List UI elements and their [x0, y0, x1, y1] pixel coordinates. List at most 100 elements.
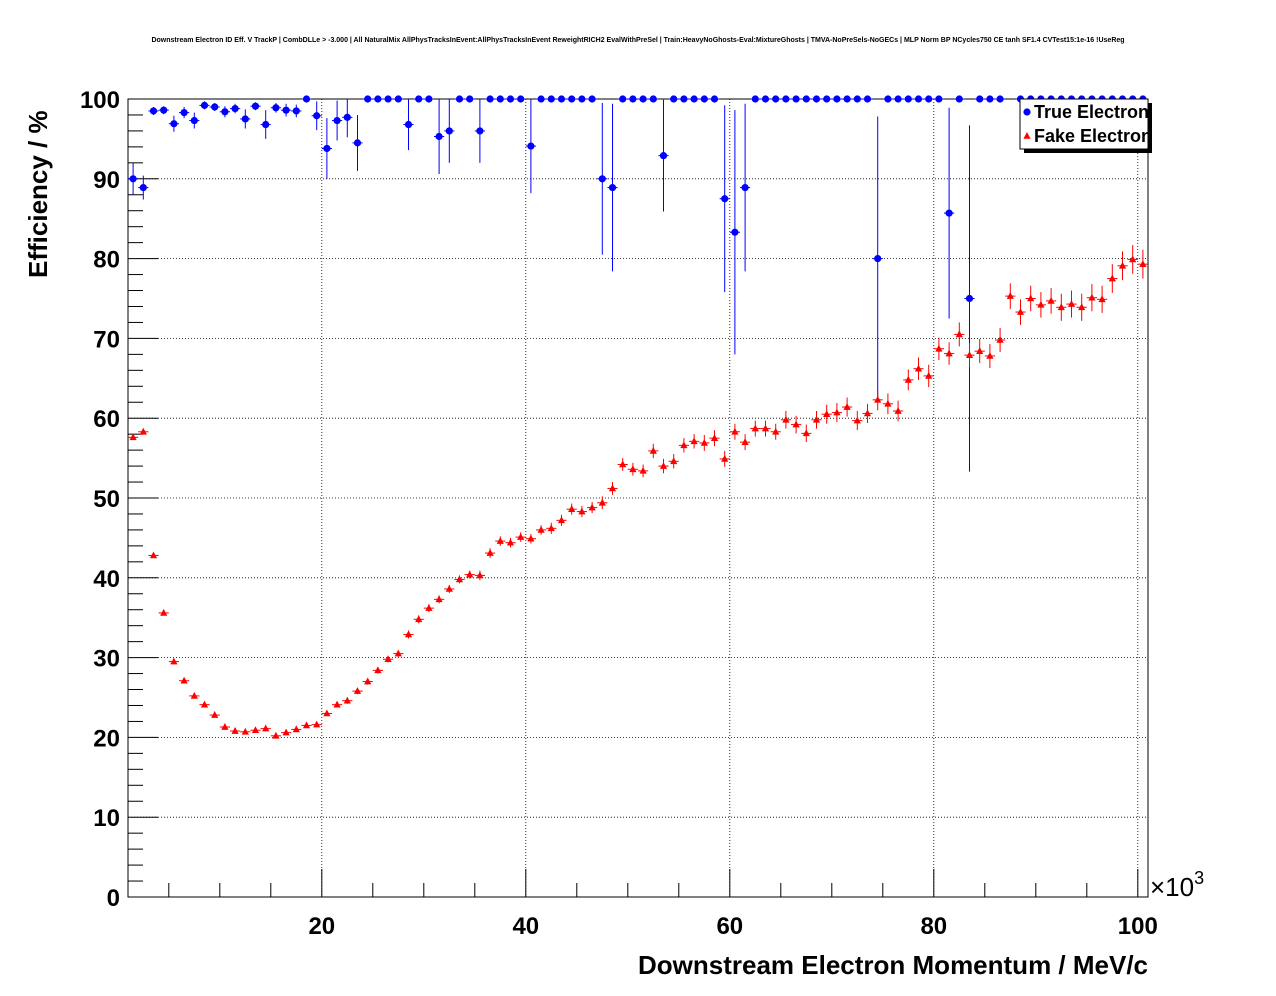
x-axis-label: Downstream Electron Momentum / MeV/c	[638, 950, 1148, 980]
data-point	[404, 630, 413, 638]
data-point	[211, 711, 219, 718]
data-point	[221, 108, 229, 116]
data-point	[1027, 294, 1035, 302]
data-point	[272, 731, 280, 739]
data-point	[619, 95, 627, 103]
data-point	[353, 687, 362, 694]
data-point	[486, 549, 494, 556]
data-point	[476, 127, 484, 135]
data-point	[455, 95, 464, 103]
data-point	[200, 101, 209, 109]
data-point	[364, 95, 372, 103]
data-point	[894, 95, 902, 103]
data-point	[1057, 303, 1065, 311]
data-point	[149, 551, 158, 559]
data-point	[374, 666, 382, 674]
data-point	[731, 427, 739, 435]
data-point	[680, 95, 688, 103]
y-tick-label: 80	[93, 247, 120, 274]
data-point	[700, 95, 708, 103]
data-point	[914, 95, 923, 103]
data-point	[170, 120, 178, 128]
data-point	[333, 700, 341, 708]
data-point	[680, 441, 688, 449]
x-tick-label: 40	[512, 913, 539, 940]
data-point	[506, 95, 515, 103]
data-point	[690, 437, 698, 445]
data-point	[568, 95, 576, 103]
data-point	[976, 95, 984, 103]
data-point	[1078, 303, 1086, 311]
data-point	[996, 335, 1004, 343]
data-point	[792, 95, 800, 103]
y-tick-label: 50	[93, 486, 120, 513]
data-point	[364, 677, 372, 685]
data-point	[149, 107, 158, 115]
x-axis-multiplier-base: ×10	[1150, 872, 1194, 902]
data-point	[180, 108, 188, 117]
data-point	[761, 95, 770, 103]
data-point	[965, 351, 974, 358]
data-point	[292, 725, 300, 733]
legend-label: Fake Electron	[1034, 126, 1152, 146]
data-point	[343, 696, 351, 704]
data-point	[353, 139, 362, 147]
data-point	[394, 649, 402, 657]
data-point	[812, 415, 821, 423]
legend-box	[1019, 98, 1149, 150]
data-point	[945, 209, 953, 217]
data-point	[527, 534, 535, 542]
x-tick-label: 80	[920, 913, 947, 940]
x-axis-multiplier: ×103	[1150, 868, 1204, 902]
data-point	[384, 95, 392, 103]
data-point	[262, 724, 270, 732]
data-point	[751, 95, 759, 103]
data-point	[139, 427, 147, 435]
data-point	[527, 142, 535, 150]
data-point	[517, 533, 525, 540]
data-point	[435, 595, 443, 603]
data-point	[710, 434, 719, 441]
data-point	[710, 95, 719, 103]
data-point	[965, 294, 974, 303]
data-point	[323, 709, 331, 717]
data-point	[1118, 261, 1127, 269]
data-point	[435, 132, 443, 141]
data-point	[863, 95, 872, 103]
data-point	[211, 103, 219, 111]
data-point	[445, 584, 453, 592]
data-point	[1129, 255, 1137, 263]
data-point	[986, 351, 994, 359]
data-point	[608, 183, 617, 192]
data-point	[700, 438, 708, 446]
data-point	[251, 102, 260, 110]
data-point	[415, 615, 423, 623]
y-tick-label: 60	[93, 406, 120, 433]
data-point	[578, 507, 586, 515]
data-point	[843, 403, 851, 410]
legend: True Electron Fake Electron	[1019, 98, 1152, 153]
data-point	[537, 525, 545, 533]
data-point	[160, 608, 168, 616]
data-point	[313, 720, 321, 728]
data-point	[629, 465, 637, 473]
data-point	[333, 116, 341, 125]
data-point	[129, 175, 137, 183]
data-point	[241, 727, 249, 735]
data-point	[262, 120, 270, 129]
data-point	[517, 95, 525, 103]
data-point	[272, 104, 280, 112]
data-point	[404, 120, 413, 129]
data-point	[670, 457, 678, 465]
data-series	[128, 95, 1148, 739]
data-point	[1016, 308, 1025, 315]
data-point	[425, 604, 433, 611]
x-tick-label: 100	[1118, 913, 1158, 940]
data-point	[374, 95, 382, 103]
data-point	[761, 424, 770, 432]
data-point	[231, 104, 239, 113]
series-fake-electron	[128, 245, 1148, 739]
y-tick-label: 90	[93, 167, 120, 194]
data-point	[823, 410, 831, 418]
data-point	[935, 344, 943, 352]
